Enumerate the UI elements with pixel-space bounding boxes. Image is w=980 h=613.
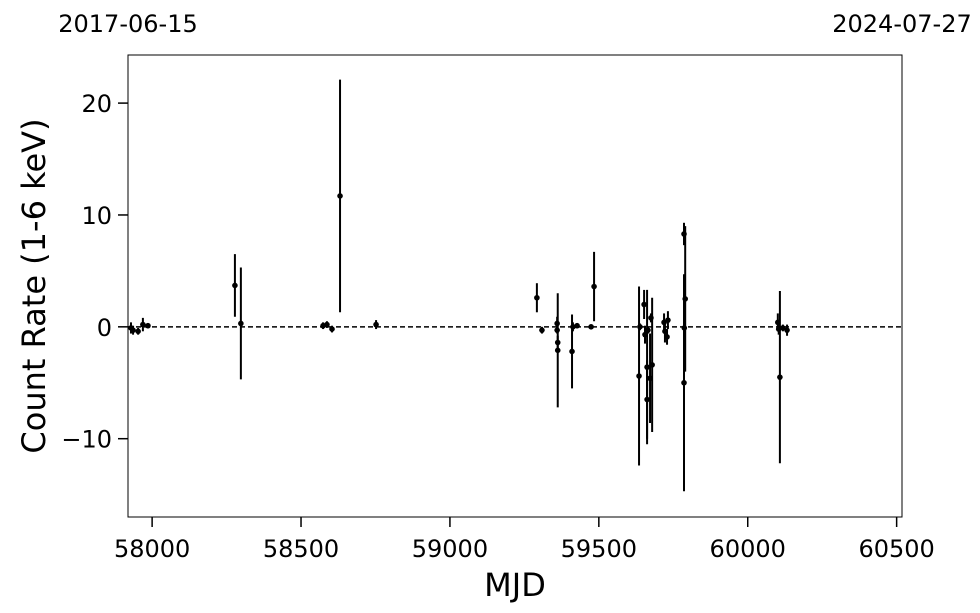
y-tick-label: −10 (61, 426, 112, 454)
y-tick-label: 10 (81, 202, 112, 230)
data-point (373, 321, 379, 328)
y-tick-label: 0 (97, 314, 112, 342)
data-point (534, 294, 540, 301)
x-tick-label: 58000 (114, 535, 190, 563)
data-point (649, 362, 655, 368)
data-point (238, 320, 244, 327)
data-point (135, 328, 141, 335)
data-point (337, 193, 343, 199)
plot-frame (127, 54, 903, 518)
y-tick-label: 20 (81, 90, 112, 118)
date-label: 2024-07-27 (832, 10, 971, 38)
x-tick-label: 60000 (710, 535, 786, 563)
x-tick-label: 58500 (263, 535, 339, 563)
data-point (329, 326, 335, 332)
data-point (145, 322, 151, 329)
data-point (591, 283, 597, 290)
data-point (637, 324, 643, 330)
data-point (665, 317, 671, 323)
data-point (324, 321, 330, 328)
data-point (588, 324, 594, 330)
data-point (232, 282, 238, 289)
data-point (645, 327, 651, 333)
date-label: 2017-06-15 (58, 10, 197, 38)
data-point (140, 321, 146, 328)
data-point (130, 327, 136, 333)
data-point (641, 301, 647, 308)
data-point (681, 379, 687, 386)
x-tick-label: 60500 (858, 535, 934, 563)
data-point (780, 325, 786, 331)
data-point (569, 348, 575, 355)
data-point (539, 327, 545, 333)
data-point (777, 374, 783, 380)
data-point (784, 327, 790, 333)
data-point (644, 396, 650, 403)
x-axis-label: MJD (484, 566, 546, 604)
y-axis-label: Count Rate (1-6 keV) (15, 118, 53, 453)
data-point (636, 373, 642, 379)
data-point (554, 347, 561, 354)
x-tick-label: 59500 (561, 535, 637, 563)
data-point (574, 322, 580, 329)
x-tick-label: 59000 (412, 535, 488, 563)
data-point (664, 334, 670, 340)
data-point (682, 296, 688, 302)
